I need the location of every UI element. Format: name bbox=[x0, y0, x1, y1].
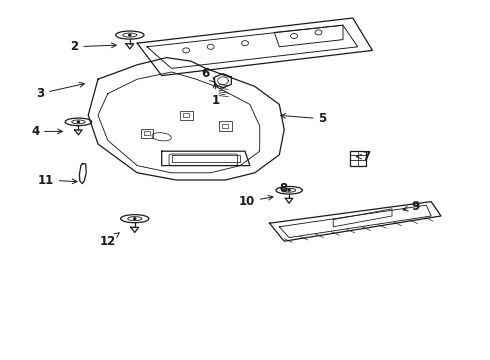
Text: 6: 6 bbox=[202, 67, 215, 82]
Text: 5: 5 bbox=[281, 112, 327, 125]
Text: 4: 4 bbox=[31, 125, 62, 138]
Bar bbox=[350, 151, 366, 166]
Text: 10: 10 bbox=[239, 195, 273, 208]
Text: 3: 3 bbox=[36, 82, 84, 100]
Text: 8: 8 bbox=[279, 183, 288, 195]
Bar bbox=[222, 124, 228, 128]
Circle shape bbox=[129, 34, 131, 36]
Text: 7: 7 bbox=[357, 150, 371, 163]
Circle shape bbox=[77, 121, 79, 123]
Text: 9: 9 bbox=[403, 201, 420, 213]
Circle shape bbox=[288, 189, 290, 191]
Circle shape bbox=[134, 218, 136, 220]
Bar bbox=[219, 121, 232, 131]
Text: 1: 1 bbox=[212, 83, 220, 107]
Bar bbox=[144, 131, 150, 135]
Bar bbox=[180, 111, 193, 120]
Bar bbox=[141, 129, 153, 138]
Text: 12: 12 bbox=[99, 233, 119, 248]
Bar bbox=[183, 113, 189, 117]
Text: 2: 2 bbox=[70, 40, 116, 53]
Text: 11: 11 bbox=[38, 174, 77, 186]
